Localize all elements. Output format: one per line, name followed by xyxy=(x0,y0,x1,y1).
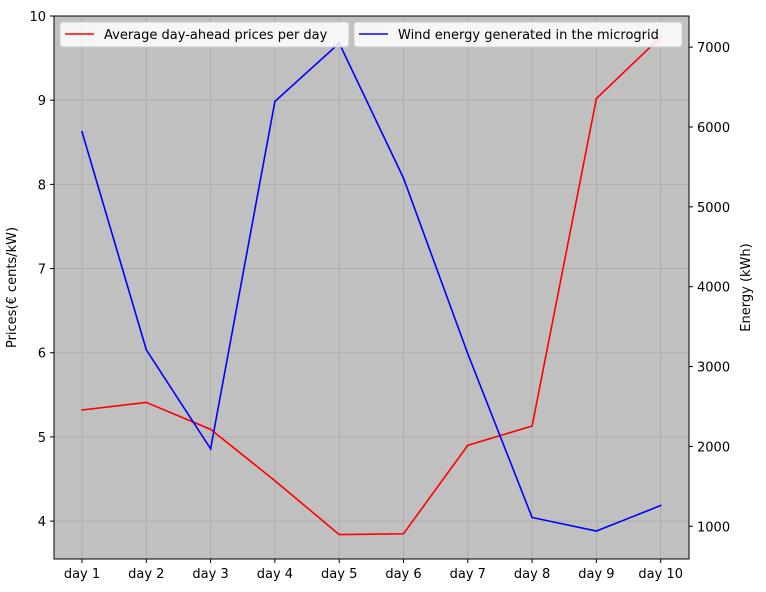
y-left-tick-label: 6 xyxy=(38,347,46,362)
legend-box xyxy=(353,21,683,48)
x-tick-label: day 4 xyxy=(257,567,293,582)
series-line-2 xyxy=(81,41,661,532)
data-point xyxy=(466,352,469,355)
series-line-1 xyxy=(81,36,662,536)
x-tick-label: day 1 xyxy=(64,567,100,582)
data-point xyxy=(659,504,662,507)
x-axis: day 1 day 2 day 3 day 4 day 5 day 6 day 7 day 8… xyxy=(64,559,683,582)
x-tick-label: day 8 xyxy=(514,567,550,582)
y-right-tick-label: 5000 xyxy=(697,201,730,216)
y-right-tick-label: 1000 xyxy=(697,520,730,535)
y-right-tick-label: 7000 xyxy=(697,41,730,56)
y-right-tick-label: 6000 xyxy=(697,121,730,136)
x-tick-label: day 10 xyxy=(638,567,683,582)
y-right-tick-label: 3000 xyxy=(697,361,730,376)
data-point xyxy=(531,516,533,519)
x-tick-label: day 5 xyxy=(321,567,357,582)
y-left-tick-label: 4 xyxy=(38,515,46,530)
legend-box xyxy=(59,21,350,48)
y-axis-right-label: Energy (kWh) xyxy=(739,243,754,331)
data-point xyxy=(274,479,276,482)
x-tick-label: day 2 xyxy=(128,567,164,582)
legend-entry-2: Wind energy generated in the microgrid xyxy=(353,21,683,48)
y-left-tick-label: 10 xyxy=(29,10,46,25)
x-tick-label: day 7 xyxy=(450,567,486,582)
legend-label: Average day-ahead prices per day xyxy=(104,28,328,43)
y-axis-right: 1000 2000 3000 4000 5000 6000 7000 xyxy=(689,41,730,535)
data-point xyxy=(338,533,341,536)
plot-frame xyxy=(53,15,690,560)
y-right-tick-label: 4000 xyxy=(697,281,730,296)
series-layer xyxy=(81,36,662,536)
legend-entry-1: Average day-ahead prices per day xyxy=(59,21,350,48)
x-tick-label: day 6 xyxy=(385,567,421,582)
y-axis-left: 4 5 6 7 8 9 10 xyxy=(29,10,54,530)
data-point xyxy=(531,425,533,427)
y-axis-left-label: Prices(€ cents/kW) xyxy=(5,227,20,348)
data-point xyxy=(402,177,405,180)
y-left-tick-label: 7 xyxy=(38,263,46,278)
data-point xyxy=(274,100,276,103)
y-left-tick-label: 5 xyxy=(38,431,46,446)
y-left-tick-label: 8 xyxy=(38,178,46,193)
y-right-tick-label: 2000 xyxy=(697,440,730,455)
data-point xyxy=(209,428,212,431)
legend-label: Wind energy generated in the microgrid xyxy=(398,28,659,43)
data-point xyxy=(595,530,598,532)
data-point xyxy=(81,409,83,411)
data-point xyxy=(145,401,148,404)
data-point xyxy=(81,130,83,133)
y-left-tick-label: 9 xyxy=(38,94,46,109)
data-point xyxy=(595,97,598,100)
x-tick-label: day 3 xyxy=(192,567,228,582)
data-point xyxy=(145,348,148,351)
data-point xyxy=(466,444,469,447)
data-point xyxy=(402,532,405,535)
plot-area xyxy=(54,16,689,559)
legend: Average day-ahead prices per day Wind ene… xyxy=(59,21,683,48)
data-point xyxy=(209,447,212,450)
x-tick-label: day 9 xyxy=(578,567,614,582)
